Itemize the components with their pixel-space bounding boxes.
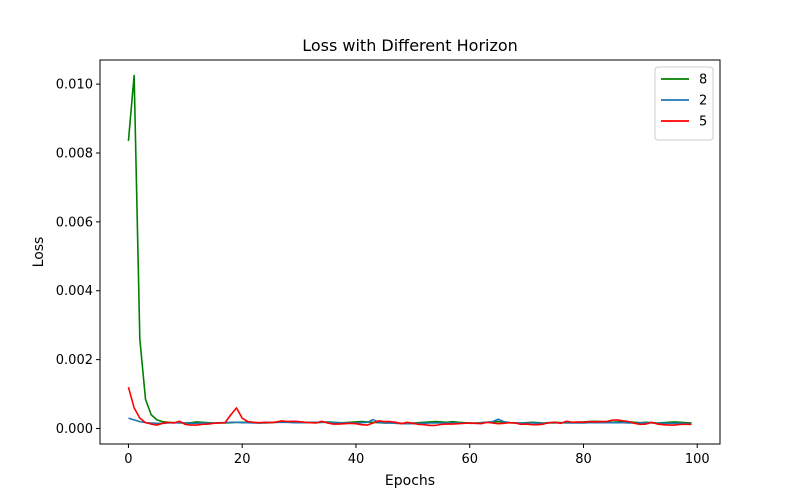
x-axis: 0 20 40 60 80 100 — [124, 444, 710, 467]
x-axis-label: Epochs — [385, 473, 435, 489]
y-tick-label-0.002: 0.002 — [56, 353, 93, 368]
x-tick-label-60: 60 — [461, 452, 478, 467]
x-tick-label-20: 20 — [234, 452, 251, 467]
x-tick-label-80: 80 — [575, 452, 592, 467]
plot-frame — [99, 59, 721, 445]
x-tick-label-0: 0 — [124, 452, 132, 467]
y-axis: 0.000 0.002 0.004 0.006 0.008 0.010 — [56, 78, 100, 437]
x-tick-label-100: 100 — [685, 452, 710, 467]
y-tick-label-0.010: 0.010 — [56, 78, 93, 93]
x-tick-label-40: 40 — [348, 452, 365, 467]
chart-title: Loss with Different Horizon — [302, 36, 518, 55]
legend-label-2: 2 — [699, 94, 707, 109]
y-tick-label-0.000: 0.000 — [56, 422, 93, 437]
y-tick-label-0.004: 0.004 — [56, 284, 93, 299]
series-line-5 — [127, 386, 692, 427]
legend: 8 2 5 — [654, 66, 714, 141]
legend-label-8: 8 — [699, 73, 707, 88]
y-axis-label: Loss — [31, 237, 47, 268]
y-tick-label-0.006: 0.006 — [56, 215, 93, 230]
y-tick-label-0.008: 0.008 — [56, 146, 93, 161]
plot-lines — [127, 74, 692, 427]
legend-label-5: 5 — [699, 115, 707, 130]
